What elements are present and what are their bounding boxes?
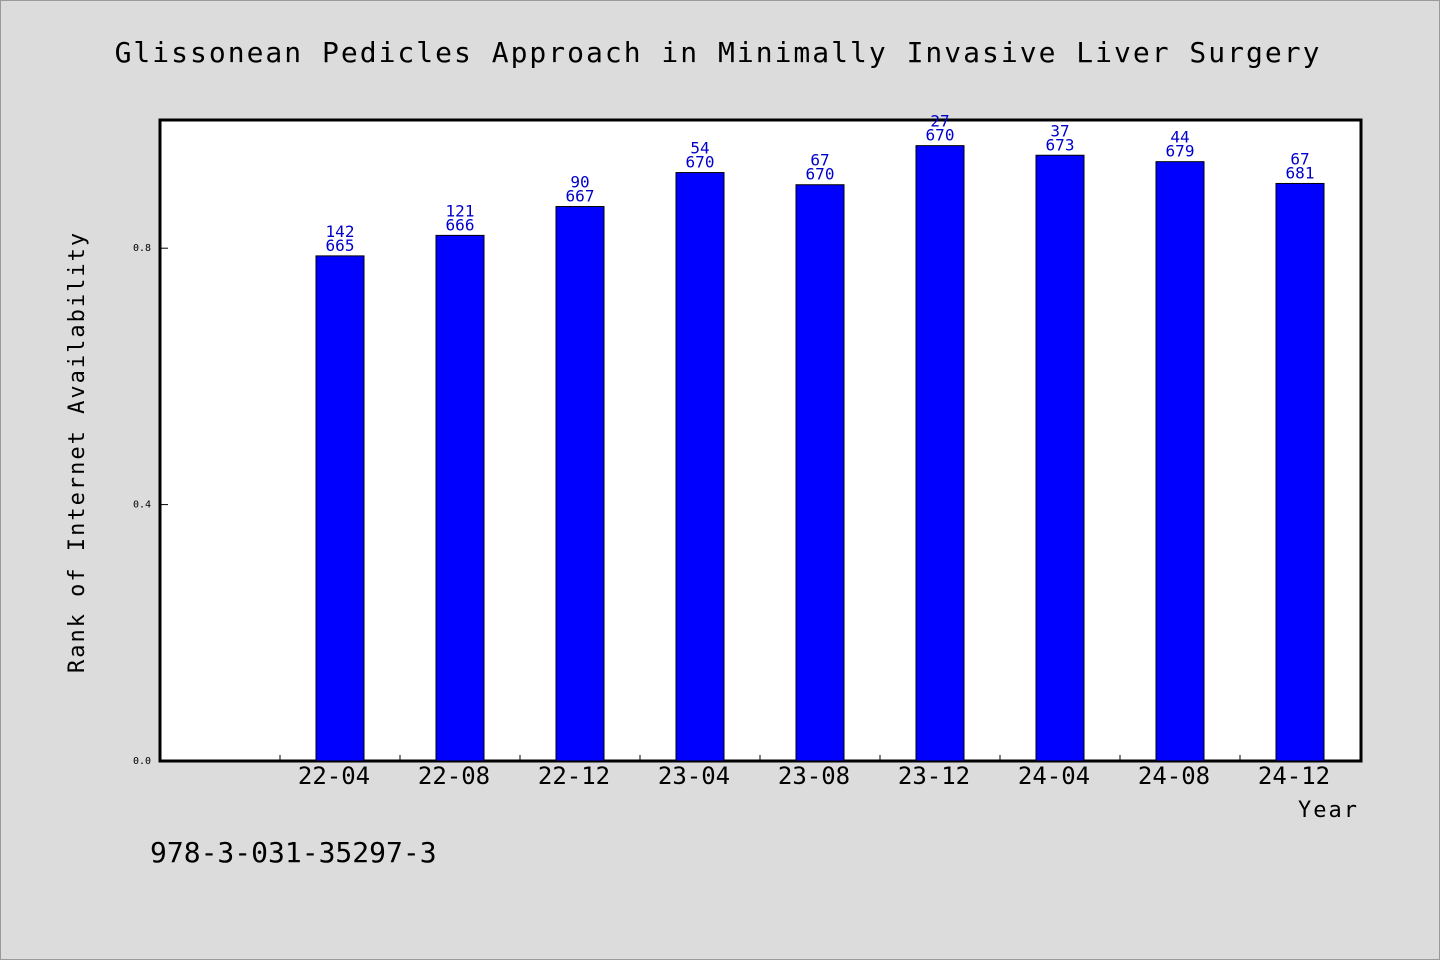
bar bbox=[915, 145, 965, 762]
bar bbox=[555, 206, 605, 762]
x-tick-label: 24-08 bbox=[1138, 762, 1210, 790]
bar-total-label: 670 bbox=[926, 126, 955, 145]
bar-rank-label: 67 bbox=[810, 151, 829, 170]
bar-rank-label: 142 bbox=[326, 222, 355, 241]
y-tick-label: 0.4 bbox=[133, 500, 151, 511]
x-tick-label: 22-08 bbox=[418, 762, 490, 790]
bar bbox=[435, 234, 485, 762]
x-tick-label: 24-12 bbox=[1258, 762, 1330, 790]
bar bbox=[1035, 154, 1085, 762]
x-tick-label: 22-04 bbox=[298, 762, 370, 790]
x-tick-label: 24-04 bbox=[1018, 762, 1090, 790]
footer-id: 978-3-031-35297-3 bbox=[150, 836, 437, 869]
x-tick-label: 22-12 bbox=[538, 762, 610, 790]
bar-total-label: 679 bbox=[1166, 142, 1195, 161]
y-tick-label: 0.8 bbox=[133, 243, 151, 254]
bar-rank-label: 90 bbox=[570, 173, 589, 192]
y-axis-label: Rank of Internet Availability bbox=[65, 231, 90, 673]
x-tick-label: 23-08 bbox=[778, 762, 850, 790]
bar-total-label: 667 bbox=[566, 187, 595, 206]
bar bbox=[315, 255, 365, 762]
x-tick-label: 23-04 bbox=[658, 762, 730, 790]
bar-rank-label: 121 bbox=[446, 201, 475, 220]
bar-total-label: 665 bbox=[326, 236, 355, 255]
bar-total-label: 670 bbox=[806, 165, 835, 184]
bar-total-label: 670 bbox=[686, 153, 715, 172]
bar-rank-label: 37 bbox=[1050, 121, 1069, 140]
bar-rank-label: 67 bbox=[1290, 149, 1309, 168]
bar-rank-label: 54 bbox=[690, 139, 709, 158]
bar-rank-label: 44 bbox=[1170, 128, 1189, 147]
bar-total-label: 666 bbox=[446, 215, 475, 234]
y-tick-label: 0.0 bbox=[133, 756, 151, 767]
bar bbox=[1155, 161, 1205, 762]
bar bbox=[1275, 182, 1325, 762]
bar bbox=[795, 184, 845, 762]
bar-total-label: 673 bbox=[1046, 135, 1075, 154]
y-ticks: 0.0 0.4 0.8 bbox=[133, 243, 168, 767]
x-tick-label: 23-12 bbox=[898, 762, 970, 790]
x-ticks: 22-04 22-08 22-12 23-04 23-08 23-12 24-04 24-08… bbox=[279, 755, 1361, 790]
bar bbox=[675, 172, 725, 762]
bar-total-label: 681 bbox=[1286, 163, 1315, 182]
chart-title: Glissonean Pedicles Approach in Minimall… bbox=[115, 36, 1322, 69]
bar-rank-label: 27 bbox=[930, 112, 949, 131]
x-axis-label: Year bbox=[1298, 798, 1359, 823]
